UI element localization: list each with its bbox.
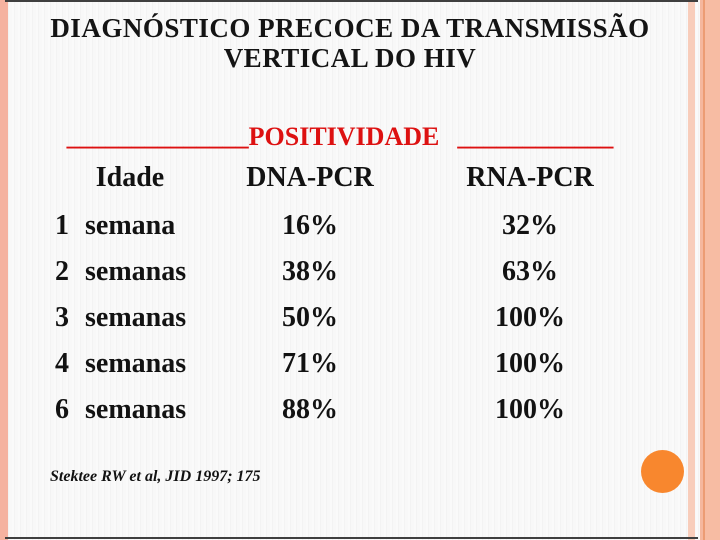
- row-idade: 2 semanas: [55, 256, 225, 288]
- positividade-label: POSITIVIDADE: [248, 122, 440, 151]
- right-accent-stripe-3: [703, 0, 705, 540]
- row-idade-number: 1: [55, 210, 69, 241]
- row-idade: 3 semanas: [55, 302, 225, 334]
- right-accent-stripe-4: [705, 0, 720, 540]
- right-accent-stripe-2: [700, 0, 703, 540]
- positividade-underline-left: ______________: [66, 122, 249, 151]
- top-border-line: [5, 0, 698, 2]
- row-idade-unit: semanas: [85, 348, 187, 379]
- header-dna-pcr: DNA-PCR: [246, 162, 374, 193]
- row-idade-unit: semanas: [85, 302, 187, 333]
- row-idade: 4 semanas: [55, 348, 225, 380]
- orange-circle-decoration: [641, 450, 684, 493]
- row-idade-unit: semanas: [85, 394, 187, 425]
- slide-title-line1: DIAGNÓSTICO PRECOCE DA TRANSMISSÃO: [50, 13, 650, 43]
- slide-title: DIAGNÓSTICO PRECOCE DA TRANSMISSÃO VERTI…: [20, 13, 680, 73]
- row-idade: 1 semana: [55, 210, 225, 242]
- row-dna-value: 16%: [282, 210, 338, 241]
- row-rna-value: 32%: [502, 210, 558, 241]
- slide-title-line2: VERTICAL DO HIV: [223, 43, 477, 73]
- bottom-border-line: [5, 537, 698, 539]
- row-idade: 6 semanas: [55, 394, 225, 426]
- positividade-underline-right: ____________: [457, 122, 614, 151]
- row-rna-value: 100%: [495, 348, 565, 379]
- row-dna-value: 71%: [282, 348, 338, 379]
- row-dna-value: 38%: [282, 256, 338, 287]
- right-accent-stripe-1: [688, 0, 695, 540]
- row-rna-value: 63%: [502, 256, 558, 287]
- citation-text: Stektee RW et al, JID 1997; 175: [50, 468, 261, 485]
- positividade-heading: ______________POSITIVIDADE ____________: [20, 122, 660, 152]
- left-accent-stripe: [0, 0, 8, 540]
- row-rna-value: 100%: [495, 302, 565, 333]
- row-rna-value: 100%: [495, 394, 565, 425]
- row-dna-value: 88%: [282, 394, 338, 425]
- header-idade: Idade: [95, 162, 165, 193]
- row-dna-value: 50%: [282, 302, 338, 333]
- row-idade-number: 2: [55, 256, 69, 287]
- row-idade-number: 6: [55, 394, 69, 425]
- row-idade-number: 4: [55, 348, 69, 379]
- row-idade-unit: semanas: [85, 256, 187, 287]
- row-idade-unit: semana: [85, 210, 176, 241]
- row-idade-number: 3: [55, 302, 69, 333]
- header-rna-pcr: RNA-PCR: [466, 162, 594, 193]
